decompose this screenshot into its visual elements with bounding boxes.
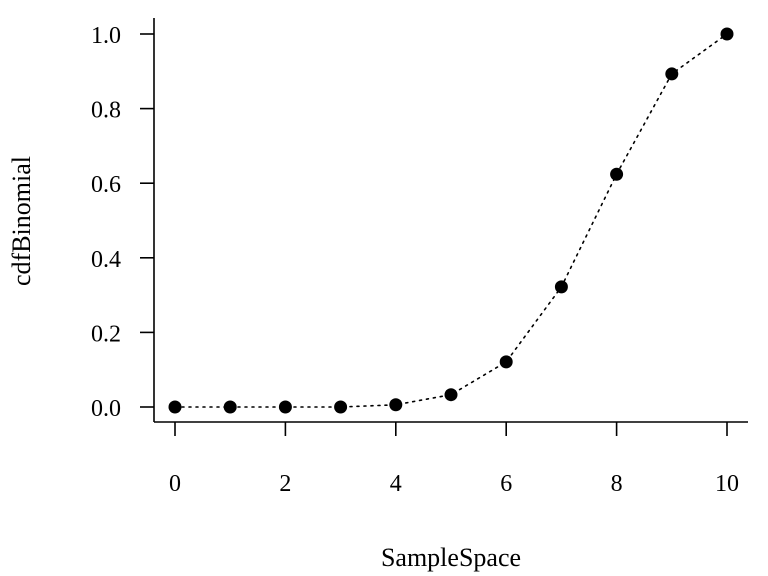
data-point xyxy=(720,27,734,41)
data-point xyxy=(223,400,237,414)
y-tick-label: 0.2 xyxy=(91,321,121,347)
data-point xyxy=(554,280,568,294)
x-axis-title: SampleSpace xyxy=(381,543,521,572)
data-point xyxy=(610,167,624,181)
x-tick-label: 6 xyxy=(500,471,512,497)
data-points xyxy=(168,27,734,414)
y-axis-title: cdfBinomial xyxy=(7,156,36,286)
data-point xyxy=(334,400,348,414)
data-point xyxy=(278,400,292,414)
y-tick-label: 1.0 xyxy=(91,23,121,49)
data-point xyxy=(168,400,182,414)
x-tick-label: 0 xyxy=(169,471,181,497)
y-tick-label: 0.6 xyxy=(91,172,121,198)
y-axis-ticks: 0.0 0.2 0.4 0.6 0.8 1.0 xyxy=(91,23,154,422)
y-tick-label: 0.0 xyxy=(91,396,121,422)
x-axis-ticks: 0 2 4 6 8 10 xyxy=(169,422,739,497)
y-tick-label: 0.8 xyxy=(91,98,121,124)
data-point xyxy=(665,67,679,81)
series-line xyxy=(174,33,728,408)
x-tick-label: 4 xyxy=(390,471,402,497)
x-tick-label: 8 xyxy=(611,471,623,497)
data-point xyxy=(444,388,458,402)
x-tick-label: 10 xyxy=(715,471,739,497)
data-point xyxy=(499,355,513,369)
data-point xyxy=(389,398,403,412)
y-tick-label: 0.4 xyxy=(91,247,121,273)
x-tick-label: 2 xyxy=(279,471,291,497)
